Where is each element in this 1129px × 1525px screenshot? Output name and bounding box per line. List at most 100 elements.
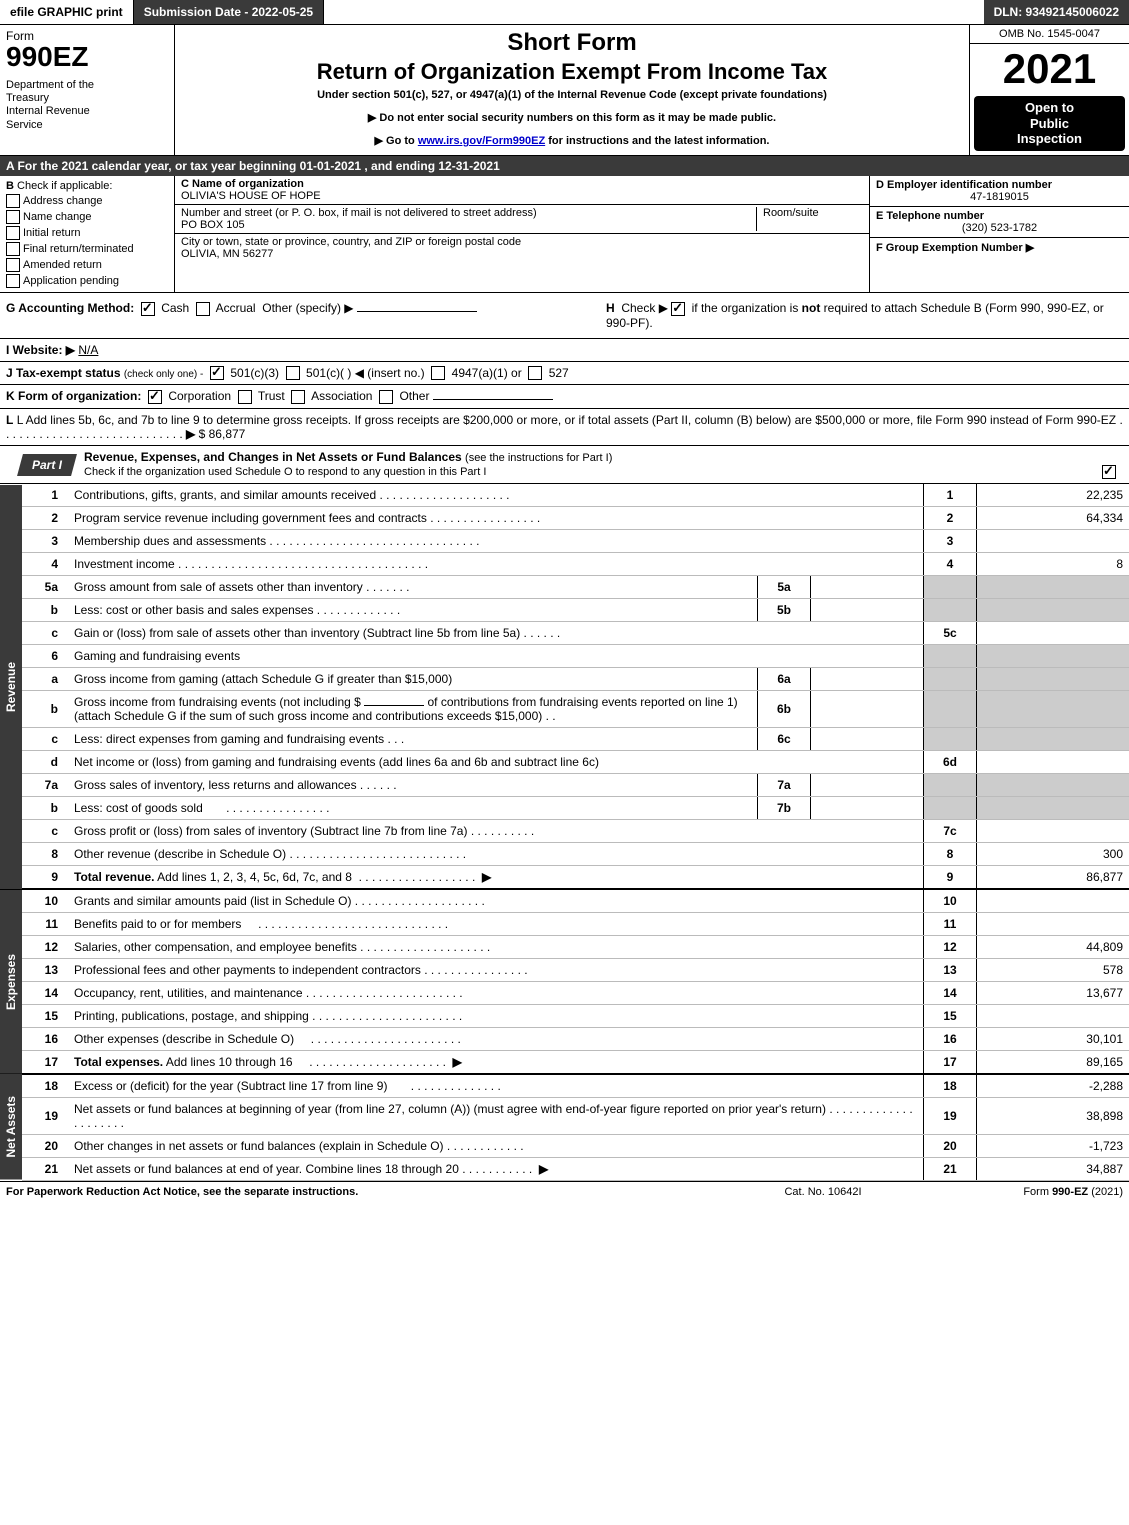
check-accrual[interactable]	[196, 302, 210, 316]
footer-right: Form 990-EZ (2021)	[923, 1186, 1123, 1198]
check-address-change[interactable]: Address change	[6, 194, 168, 208]
city-label: City or town, state or province, country…	[181, 236, 521, 248]
column-c: C Name of organization OLIVIA'S HOUSE OF…	[175, 176, 869, 292]
check-final-return[interactable]: Final return/terminated	[6, 242, 168, 256]
check-501c3[interactable]	[210, 366, 224, 380]
line-7a: 7a Gross sales of inventory, less return…	[0, 774, 1129, 797]
g-label: G Accounting Method:	[6, 301, 134, 315]
line-1: Revenue 1 Contributions, gifts, grants, …	[0, 484, 1129, 507]
line-20: 20 Other changes in net assets or fund b…	[0, 1135, 1129, 1158]
street-row: Number and street (or P. O. box, if mail…	[175, 205, 869, 234]
c-name-label: C Name of organization	[181, 178, 304, 190]
line-6b-value	[811, 691, 924, 728]
l-amount: $ 86,877	[199, 427, 246, 441]
line-3-value	[977, 530, 1129, 553]
tax-year: 2021	[970, 48, 1129, 90]
line-5b-value	[811, 599, 924, 622]
line-16: 16 Other expenses (describe in Schedule …	[0, 1028, 1129, 1051]
other-specify-input[interactable]	[357, 311, 477, 312]
contributions-input[interactable]	[364, 705, 424, 706]
part-1-title: Revenue, Expenses, and Changes in Net As…	[74, 446, 1129, 483]
check-name-change[interactable]: Name change	[6, 210, 168, 224]
line-17: 17 Total expenses. Add lines 10 through …	[0, 1051, 1129, 1075]
website-value: N/A	[78, 343, 98, 357]
irs-link[interactable]: www.irs.gov/Form990EZ	[418, 135, 545, 147]
open-to-public-box: Open toPublicInspection	[974, 96, 1125, 151]
return-title: Return of Organization Exempt From Incom…	[185, 59, 959, 85]
line-11-value	[977, 913, 1129, 936]
line-6a-value	[811, 668, 924, 691]
line-11: 11 Benefits paid to or for members . . .…	[0, 913, 1129, 936]
other-org-input[interactable]	[433, 399, 553, 400]
check-amended-return[interactable]: Amended return	[6, 258, 168, 272]
check-corporation[interactable]	[148, 390, 162, 404]
line-21: 21 Net assets or fund balances at end of…	[0, 1158, 1129, 1181]
line-7a-value	[811, 774, 924, 797]
line-2: 2 Program service revenue including gove…	[0, 507, 1129, 530]
e-label: E Telephone number	[876, 210, 984, 222]
header-right: OMB No. 1545-0047 2021 Open toPublicInsp…	[969, 25, 1129, 155]
org-name-row: C Name of organization OLIVIA'S HOUSE OF…	[175, 176, 869, 205]
part-1-tab: Part I	[17, 454, 77, 476]
column-d-e-f: D Employer identification number 47-1819…	[869, 176, 1129, 292]
check-501c[interactable]	[286, 366, 300, 380]
footer-center: Cat. No. 10642I	[723, 1186, 923, 1198]
line-8: 8 Other revenue (describe in Schedule O)…	[0, 843, 1129, 866]
ein-value: 47-1819015	[876, 191, 1123, 203]
row-l-gross-receipts: L L Add lines 5b, 6c, and 7b to line 9 t…	[0, 409, 1129, 446]
j-label: J Tax-exempt status	[6, 366, 121, 380]
efile-print-label[interactable]: efile GRAPHIC print	[0, 0, 134, 24]
row-j-tax-exempt: J Tax-exempt status (check only one) - 5…	[0, 362, 1129, 386]
line-5a: 5a Gross amount from sale of assets othe…	[0, 576, 1129, 599]
form-header: Form 990EZ Department of theTreasuryInte…	[0, 25, 1129, 156]
column-b: B Check if applicable: Address change Na…	[0, 176, 175, 292]
line-5c: c Gain or (loss) from sale of assets oth…	[0, 622, 1129, 645]
d-label: D Employer identification number	[876, 179, 1052, 191]
header-center: Short Form Return of Organization Exempt…	[175, 25, 969, 155]
check-other-org[interactable]	[379, 390, 393, 404]
line-20-value: -1,723	[977, 1135, 1129, 1158]
short-form-title: Short Form	[185, 29, 959, 57]
part-1-header: Part I Revenue, Expenses, and Changes in…	[0, 446, 1129, 484]
line-15-value	[977, 1005, 1129, 1028]
line-9-value: 86,877	[977, 866, 1129, 890]
b-label: B	[6, 180, 14, 192]
line-8-value: 300	[977, 843, 1129, 866]
check-schedule-o[interactable]	[1102, 465, 1116, 479]
line-6c-value	[811, 728, 924, 751]
line-6d-value	[977, 751, 1129, 774]
line-4-value: 8	[977, 553, 1129, 576]
check-4947[interactable]	[431, 366, 445, 380]
line-14-value: 13,677	[977, 982, 1129, 1005]
instruction-2: ▶ Go to www.irs.gov/Form990EZ for instru…	[185, 134, 959, 147]
check-application-pending[interactable]: Application pending	[6, 274, 168, 288]
line-15: 15 Printing, publications, postage, and …	[0, 1005, 1129, 1028]
line-18-value: -2,288	[977, 1074, 1129, 1098]
phone-value: (320) 523-1782	[876, 222, 1123, 234]
check-schedule-b[interactable]	[671, 302, 685, 316]
line-19-value: 38,898	[977, 1098, 1129, 1135]
line-9: 9 Total revenue. Add lines 1, 2, 3, 4, 5…	[0, 866, 1129, 890]
check-initial-return[interactable]: Initial return	[6, 226, 168, 240]
accounting-method: G Accounting Method: Cash Accrual Other …	[0, 293, 600, 338]
under-section-text: Under section 501(c), 527, or 4947(a)(1)…	[185, 89, 959, 101]
instr2-post: for instructions and the latest informat…	[545, 135, 769, 147]
line-7c: c Gross profit or (loss) from sales of i…	[0, 820, 1129, 843]
schedule-b-check: H Check ▶ if the organization is not req…	[600, 293, 1129, 338]
part-1-check-text: Check if the organization used Schedule …	[84, 466, 486, 478]
check-association[interactable]	[291, 390, 305, 404]
check-trust[interactable]	[238, 390, 252, 404]
group-exemption-row: F Group Exemption Number ▶	[870, 238, 1129, 257]
row-a-calendar-year: A For the 2021 calendar year, or tax yea…	[0, 156, 1129, 176]
city-row: City or town, state or province, country…	[175, 234, 869, 262]
line-7b: b Less: cost of goods sold . . . . . . .…	[0, 797, 1129, 820]
l-text: L Add lines 5b, 6c, and 7b to line 9 to …	[17, 413, 1116, 427]
line-5b: b Less: cost or other basis and sales ex…	[0, 599, 1129, 622]
check-cash[interactable]	[141, 302, 155, 316]
check-527[interactable]	[528, 366, 542, 380]
line-3: 3 Membership dues and assessments . . . …	[0, 530, 1129, 553]
line-7c-value	[977, 820, 1129, 843]
line-5c-value	[977, 622, 1129, 645]
expenses-side-label: Expenses	[0, 889, 22, 1074]
room-label: Room/suite	[763, 207, 819, 219]
